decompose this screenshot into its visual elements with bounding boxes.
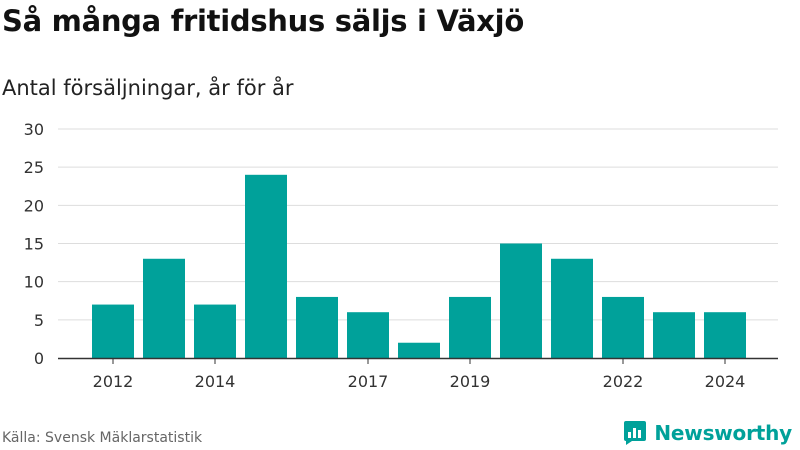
bar-2012 <box>92 304 134 358</box>
x-tick-label: 2022 <box>603 372 644 391</box>
bar-2015 <box>245 174 287 358</box>
x-tick-label: 2014 <box>195 372 236 391</box>
bars <box>92 174 746 358</box>
bar-2014 <box>194 304 236 358</box>
bar-2024 <box>704 312 746 358</box>
axes: 0 5 10 15 20 25 30 2012 2014 2017 2019 2022 2024 <box>24 120 778 391</box>
bar-2016 <box>296 296 338 358</box>
x-tick-label: 2017 <box>348 372 389 391</box>
bar-2020 <box>500 243 542 358</box>
y-tick-label: 15 <box>24 235 44 254</box>
y-tick-label: 10 <box>24 273 44 292</box>
y-tick-label: 5 <box>34 311 44 330</box>
x-tick-label: 2019 <box>450 372 491 391</box>
x-tick-label: 2012 <box>93 372 134 391</box>
bar-2013 <box>143 258 185 358</box>
y-tick-label: 20 <box>24 196 44 215</box>
bar-2022 <box>602 296 644 358</box>
y-tick-label: 0 <box>34 349 44 368</box>
source-note: Källa: Svensk Mäklarstatistik <box>2 430 203 446</box>
chart-subtitle: Antal försäljningar, år för år <box>2 76 294 100</box>
y-tick-label: 30 <box>24 120 44 139</box>
y-tick-label: 25 <box>24 158 44 177</box>
bar-2018 <box>398 342 440 358</box>
chart-title: Så många fritidshus säljs i Växjö <box>2 4 524 38</box>
bar-2019 <box>449 296 491 358</box>
bar-2017 <box>347 312 389 358</box>
bar-2023 <box>653 312 695 358</box>
bar-2021 <box>551 258 593 358</box>
brand-name: Newsworthy <box>654 421 792 445</box>
x-tick-label: 2024 <box>705 372 746 391</box>
newsworthy-logo-icon <box>624 421 647 445</box>
brand-logo: Newsworthy <box>623 420 792 446</box>
